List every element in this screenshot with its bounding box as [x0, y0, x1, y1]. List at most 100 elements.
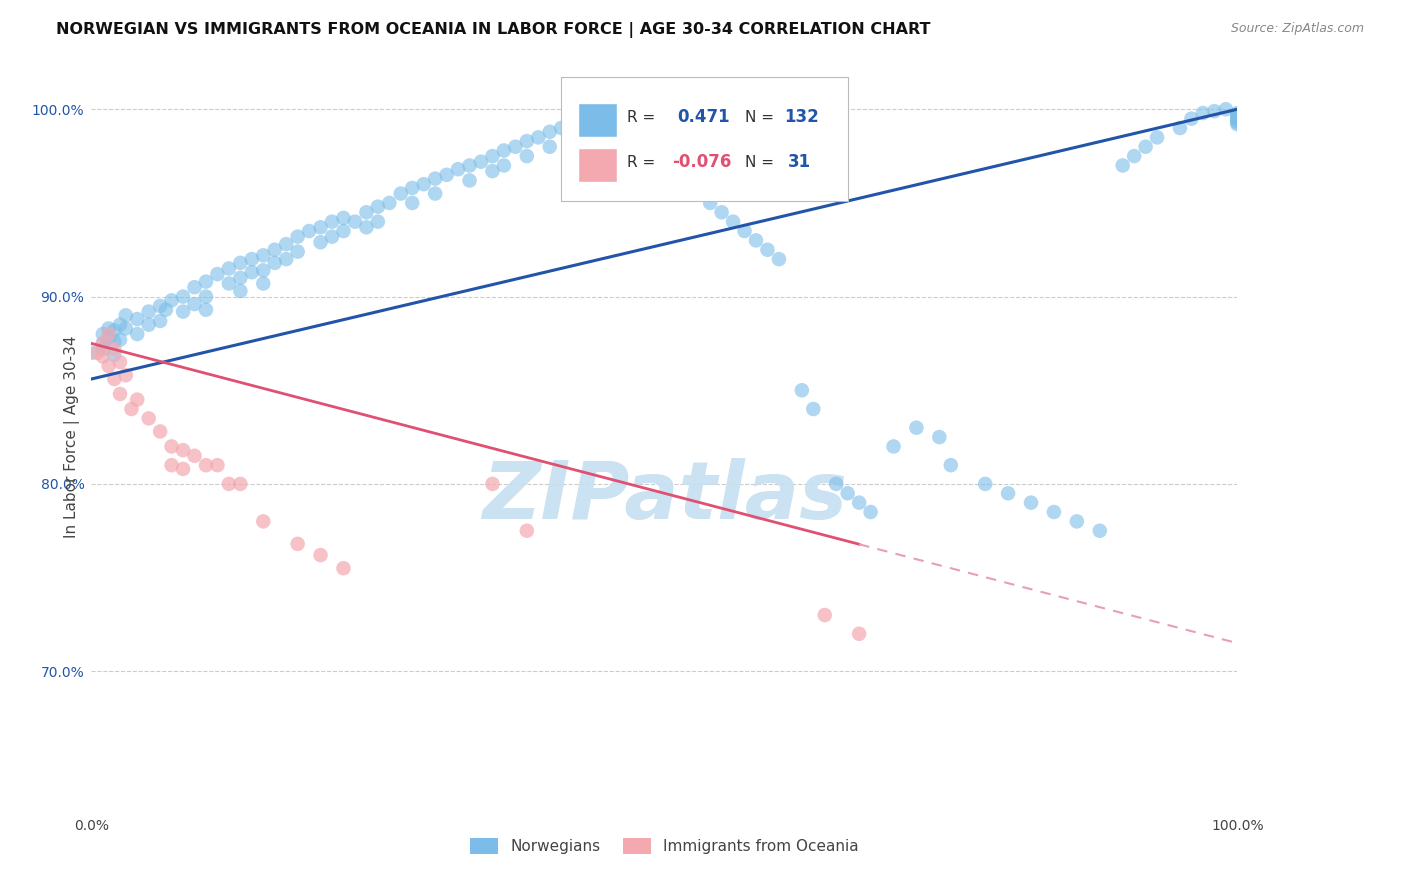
Point [585, 139, 607, 153]
Point [745, 233, 768, 247]
Point [207, 458, 229, 472]
Point [905, 420, 928, 434]
Point [607, 130, 630, 145]
Point [538, 139, 561, 153]
Point [127, 312, 149, 326]
Point [1168, 120, 1191, 135]
Point [492, 158, 515, 172]
Point [240, 252, 263, 266]
Point [263, 243, 285, 257]
Point [108, 318, 131, 332]
Point [974, 476, 997, 491]
Legend: Norwegians, Immigrants from Oceania: Norwegians, Immigrants from Oceania [464, 832, 865, 860]
Point [492, 144, 515, 158]
Point [367, 200, 389, 214]
Point [1226, 106, 1249, 120]
Point [321, 229, 343, 244]
Point [218, 476, 240, 491]
Point [389, 186, 412, 201]
Point [412, 177, 434, 191]
Point [127, 326, 149, 341]
Point [825, 476, 848, 491]
Point [183, 449, 205, 463]
Point [138, 411, 160, 425]
Point [596, 120, 619, 135]
Text: 31: 31 [789, 153, 811, 171]
Point [343, 214, 366, 228]
Point [1123, 149, 1146, 163]
Text: N =: N = [745, 110, 773, 125]
Point [91, 350, 114, 364]
Point [561, 130, 583, 145]
Point [721, 214, 744, 228]
Point [1146, 130, 1168, 145]
Point [939, 458, 962, 472]
Point [91, 342, 114, 356]
Text: Source: ZipAtlas.com: Source: ZipAtlas.com [1230, 22, 1364, 36]
Point [734, 224, 756, 238]
Point [183, 297, 205, 311]
Point [194, 302, 217, 317]
Point [287, 229, 309, 244]
Point [240, 265, 263, 279]
Point [138, 318, 160, 332]
Point [882, 439, 904, 453]
Point [149, 299, 172, 313]
Point [1043, 505, 1066, 519]
Point [538, 125, 561, 139]
Point [1066, 514, 1088, 528]
Point [1226, 117, 1249, 131]
Point [458, 158, 481, 172]
Text: 132: 132 [785, 108, 820, 126]
Point [194, 275, 217, 289]
Point [103, 342, 125, 356]
Point [309, 220, 332, 235]
Point [149, 425, 172, 439]
Point [378, 195, 401, 210]
Point [207, 267, 229, 281]
Point [121, 401, 143, 416]
Point [550, 120, 572, 135]
Point [172, 304, 194, 318]
Text: -0.076: -0.076 [672, 153, 731, 171]
Point [505, 139, 527, 153]
Point [172, 462, 194, 476]
Point [801, 401, 824, 416]
Text: R =: R = [627, 154, 655, 169]
Point [309, 235, 332, 250]
Point [928, 430, 950, 444]
Point [619, 136, 641, 150]
Point [172, 289, 194, 303]
FancyBboxPatch shape [578, 103, 617, 136]
Text: 0.471: 0.471 [676, 108, 730, 126]
Point [252, 263, 274, 277]
Point [252, 277, 274, 291]
Point [108, 355, 131, 369]
Point [1019, 495, 1042, 509]
Point [436, 168, 458, 182]
Point [1226, 113, 1249, 128]
Point [172, 443, 194, 458]
Point [1215, 102, 1237, 116]
Point [127, 392, 149, 407]
Point [91, 326, 114, 341]
Point [848, 495, 870, 509]
Point [481, 164, 503, 178]
Point [263, 256, 285, 270]
Point [114, 368, 136, 383]
Point [1226, 112, 1249, 126]
Point [309, 548, 332, 562]
Point [91, 336, 114, 351]
Point [516, 149, 538, 163]
Point [103, 334, 125, 349]
Text: R =: R = [627, 110, 655, 125]
Point [97, 321, 120, 335]
FancyBboxPatch shape [578, 148, 617, 182]
Point [859, 505, 882, 519]
Point [447, 162, 470, 177]
Point [194, 458, 217, 472]
Point [423, 171, 446, 186]
Point [160, 439, 183, 453]
Point [97, 359, 120, 373]
Point [276, 252, 298, 266]
